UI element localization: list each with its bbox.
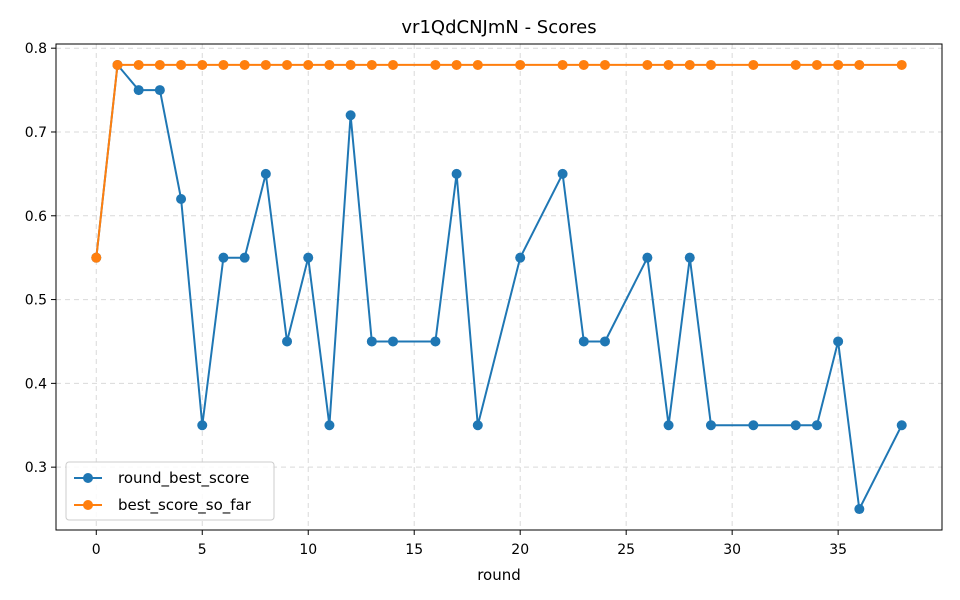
data-point: [854, 59, 865, 70]
plot-frame: [55, 43, 943, 531]
axis-ticks: 0 5 10 15 20 25 30 35 0.3 0.4 0.5 0.6 0.7 0.8: [25, 41, 847, 558]
data-point: [642, 252, 653, 263]
x-tick-label: 5: [198, 542, 207, 558]
data-point: [642, 59, 653, 70]
data-point: [197, 420, 208, 431]
data-point: [663, 420, 674, 431]
data-point: [896, 59, 907, 70]
y-tick-label: 0.3: [25, 460, 47, 476]
data-point: [430, 336, 441, 347]
legend-swatch-marker: [83, 500, 93, 510]
data-point: [854, 504, 865, 515]
data-point: [557, 59, 568, 70]
data-point: [260, 168, 271, 179]
y-tick-label: 0.4: [25, 376, 47, 392]
data-point: [345, 110, 356, 121]
data-point: [239, 252, 250, 263]
y-tick-label: 0.7: [25, 125, 47, 141]
data-point: [748, 420, 759, 431]
legend-box: [65, 461, 275, 521]
x-tick-label: 10: [299, 542, 317, 558]
x-tick-label: 25: [617, 542, 635, 558]
data-point: [197, 59, 208, 70]
data-point: [303, 59, 314, 70]
y-tick-label: 0.8: [25, 41, 47, 57]
legend-item: best_score_so_far: [74, 496, 252, 515]
data-point: [345, 59, 356, 70]
data-point: [239, 59, 250, 70]
data-point: [663, 59, 674, 70]
y-tick-label: 0.6: [25, 209, 47, 225]
data-point: [748, 59, 759, 70]
series-best_score_so_far: [91, 59, 907, 263]
data-point: [154, 59, 165, 70]
data-point: [303, 252, 314, 263]
data-point: [684, 252, 695, 263]
x-tick-label: 35: [829, 542, 847, 558]
data-point: [451, 168, 462, 179]
legend-swatch-marker: [83, 473, 93, 483]
data-point: [472, 420, 483, 431]
data-point: [578, 336, 589, 347]
chart-title: vr1QdCNJmN - Scores: [401, 17, 596, 38]
data-point: [430, 59, 441, 70]
data-point: [599, 336, 610, 347]
data-point: [833, 336, 844, 347]
data-point: [472, 59, 483, 70]
data-point: [366, 59, 377, 70]
data-point: [599, 59, 610, 70]
data-point: [811, 59, 822, 70]
legend-label: best_score_so_far: [118, 496, 252, 515]
data-point: [388, 336, 399, 347]
data-point: [133, 85, 144, 96]
series-round_best_score: [91, 59, 907, 515]
data-point: [112, 59, 123, 70]
y-tick-label: 0.5: [25, 293, 47, 309]
data-point: [557, 168, 568, 179]
data-point: [91, 252, 102, 263]
series-layer: [91, 59, 907, 515]
data-point: [451, 59, 462, 70]
x-tick-label: 20: [511, 542, 529, 558]
x-tick-label: 0: [92, 542, 101, 558]
data-point: [154, 85, 165, 96]
x-tick-label: 15: [405, 542, 423, 558]
data-point: [133, 59, 144, 70]
data-point: [790, 59, 801, 70]
legend-label: round_best_score: [118, 469, 249, 488]
data-point: [515, 252, 526, 263]
data-point: [324, 420, 335, 431]
legend: round_best_score best_score_so_far: [65, 461, 275, 521]
data-point: [790, 420, 801, 431]
grid: [56, 44, 942, 530]
x-tick-label: 30: [723, 542, 741, 558]
data-point: [515, 59, 526, 70]
data-point: [282, 59, 293, 70]
data-point: [705, 59, 716, 70]
data-point: [176, 59, 187, 70]
data-point: [218, 252, 229, 263]
data-point: [578, 59, 589, 70]
data-point: [324, 59, 335, 70]
data-point: [218, 59, 229, 70]
data-point: [833, 59, 844, 70]
data-point: [896, 420, 907, 431]
x-axis-title: round: [477, 566, 521, 584]
data-point: [260, 59, 271, 70]
data-point: [684, 59, 695, 70]
series-line: [95, 63, 902, 258]
series-line: [95, 63, 903, 511]
data-point: [366, 336, 377, 347]
data-point: [811, 420, 822, 431]
legend-item: round_best_score: [74, 469, 249, 488]
data-point: [388, 59, 399, 70]
data-point: [705, 420, 716, 431]
data-point: [282, 336, 293, 347]
data-point: [176, 194, 187, 205]
